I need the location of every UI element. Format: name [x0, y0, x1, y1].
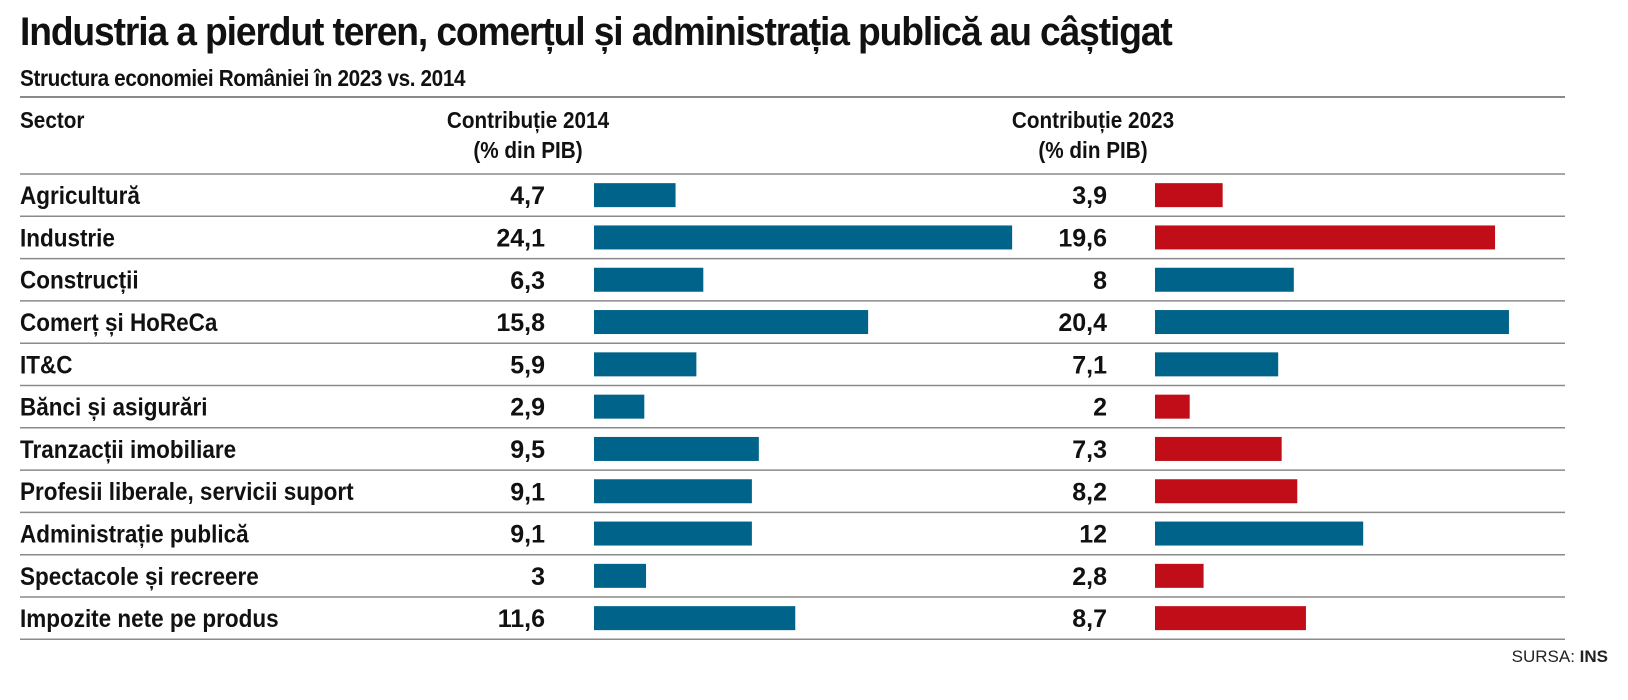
bar-2014: [594, 183, 676, 208]
bar-2023: [1155, 225, 1496, 250]
source-label: SURSA:: [1511, 647, 1575, 666]
bar-2023: [1155, 606, 1306, 631]
chart-title: Industria a pierdut teren, comerțul și a…: [20, 10, 1173, 54]
value-label-2014: 2,9: [510, 394, 545, 422]
value-label-2023: 20,4: [1058, 309, 1107, 337]
sector-label: Spectacole și recreere: [20, 563, 259, 591]
value-label-2023: 12: [1079, 521, 1107, 549]
value-label-2014: 9,1: [510, 478, 545, 506]
bar-2014: [594, 352, 697, 377]
bar-2014: [594, 563, 647, 588]
chart-subtitle: Structura economiei României în 2023 vs.…: [20, 65, 466, 91]
bar-2023: [1155, 436, 1282, 461]
value-label-2014: 24,1: [496, 224, 545, 252]
column-header-sector: Sector: [20, 107, 85, 133]
column-header-2023-title: Contribuție 2023: [1011, 107, 1175, 133]
bar-2014: [594, 606, 796, 631]
bar-2014: [594, 436, 759, 461]
bar-2023: [1155, 183, 1223, 208]
value-label-2014: 9,5: [510, 436, 545, 464]
sector-label: Agricultură: [20, 182, 141, 210]
source-value: INS: [1579, 647, 1608, 666]
value-label-2014: 6,3: [510, 267, 545, 295]
value-label-2014: 3: [531, 563, 545, 591]
sector-label: Comerț și HoReCa: [20, 309, 218, 337]
value-label-2014: 5,9: [510, 351, 545, 379]
column-header-2023: Contribuție 2023 (% din PIB): [999, 105, 1188, 165]
column-header-2014-title: Contribuție 2014: [446, 107, 610, 133]
value-label-2023: 2: [1093, 394, 1107, 422]
value-label-2014: 15,8: [496, 309, 545, 337]
value-label-2023: 8: [1093, 267, 1107, 295]
bar-2023: [1155, 479, 1298, 504]
value-label-2023: 8,2: [1072, 478, 1107, 506]
sector-label: Construcții: [20, 267, 139, 295]
bar-2014: [594, 394, 645, 419]
value-label-2023: 7,3: [1072, 436, 1107, 464]
value-label-2023: 2,8: [1072, 563, 1107, 591]
bar-2023: [1155, 352, 1279, 377]
value-label-2023: 19,6: [1058, 224, 1107, 252]
sector-label: Impozite nete pe produs: [20, 605, 279, 633]
column-header-2023-unit: (% din PIB): [1038, 137, 1148, 163]
source-note: SURSA: INS: [1512, 646, 1608, 668]
bar-2023: [1155, 310, 1509, 335]
sector-label: Tranzacții imobiliare: [20, 436, 236, 464]
sector-label: Bănci și asigurări: [20, 394, 207, 422]
column-header-2014-unit: (% din PIB): [473, 137, 583, 163]
bar-2014: [594, 479, 752, 504]
value-label-2014: 11,6: [498, 605, 545, 633]
value-label-2023: 7,1: [1072, 351, 1107, 379]
bar-2014: [594, 310, 869, 335]
bar-2023: [1155, 563, 1204, 588]
value-label-2014: 4,7: [510, 182, 545, 210]
value-label-2023: 8,7: [1072, 605, 1107, 633]
bar-2023: [1155, 521, 1364, 546]
bar-2014: [594, 267, 704, 292]
header-top-rule: [20, 96, 1565, 98]
bar-2014: [594, 225, 1013, 250]
bar-2023: [1155, 394, 1190, 419]
bar-2014: [594, 521, 752, 546]
sector-label: Industrie: [20, 224, 115, 252]
bar-2023: [1155, 267, 1294, 292]
sector-label: Profesii liberale, servicii suport: [20, 478, 354, 506]
sector-label: Administrație publică: [20, 520, 249, 548]
value-label-2023: 3,9: [1072, 182, 1107, 210]
sector-label: IT&C: [20, 351, 72, 379]
value-label-2014: 9,1: [510, 521, 545, 549]
column-header-2014: Contribuție 2014 (% din PIB): [434, 105, 623, 165]
